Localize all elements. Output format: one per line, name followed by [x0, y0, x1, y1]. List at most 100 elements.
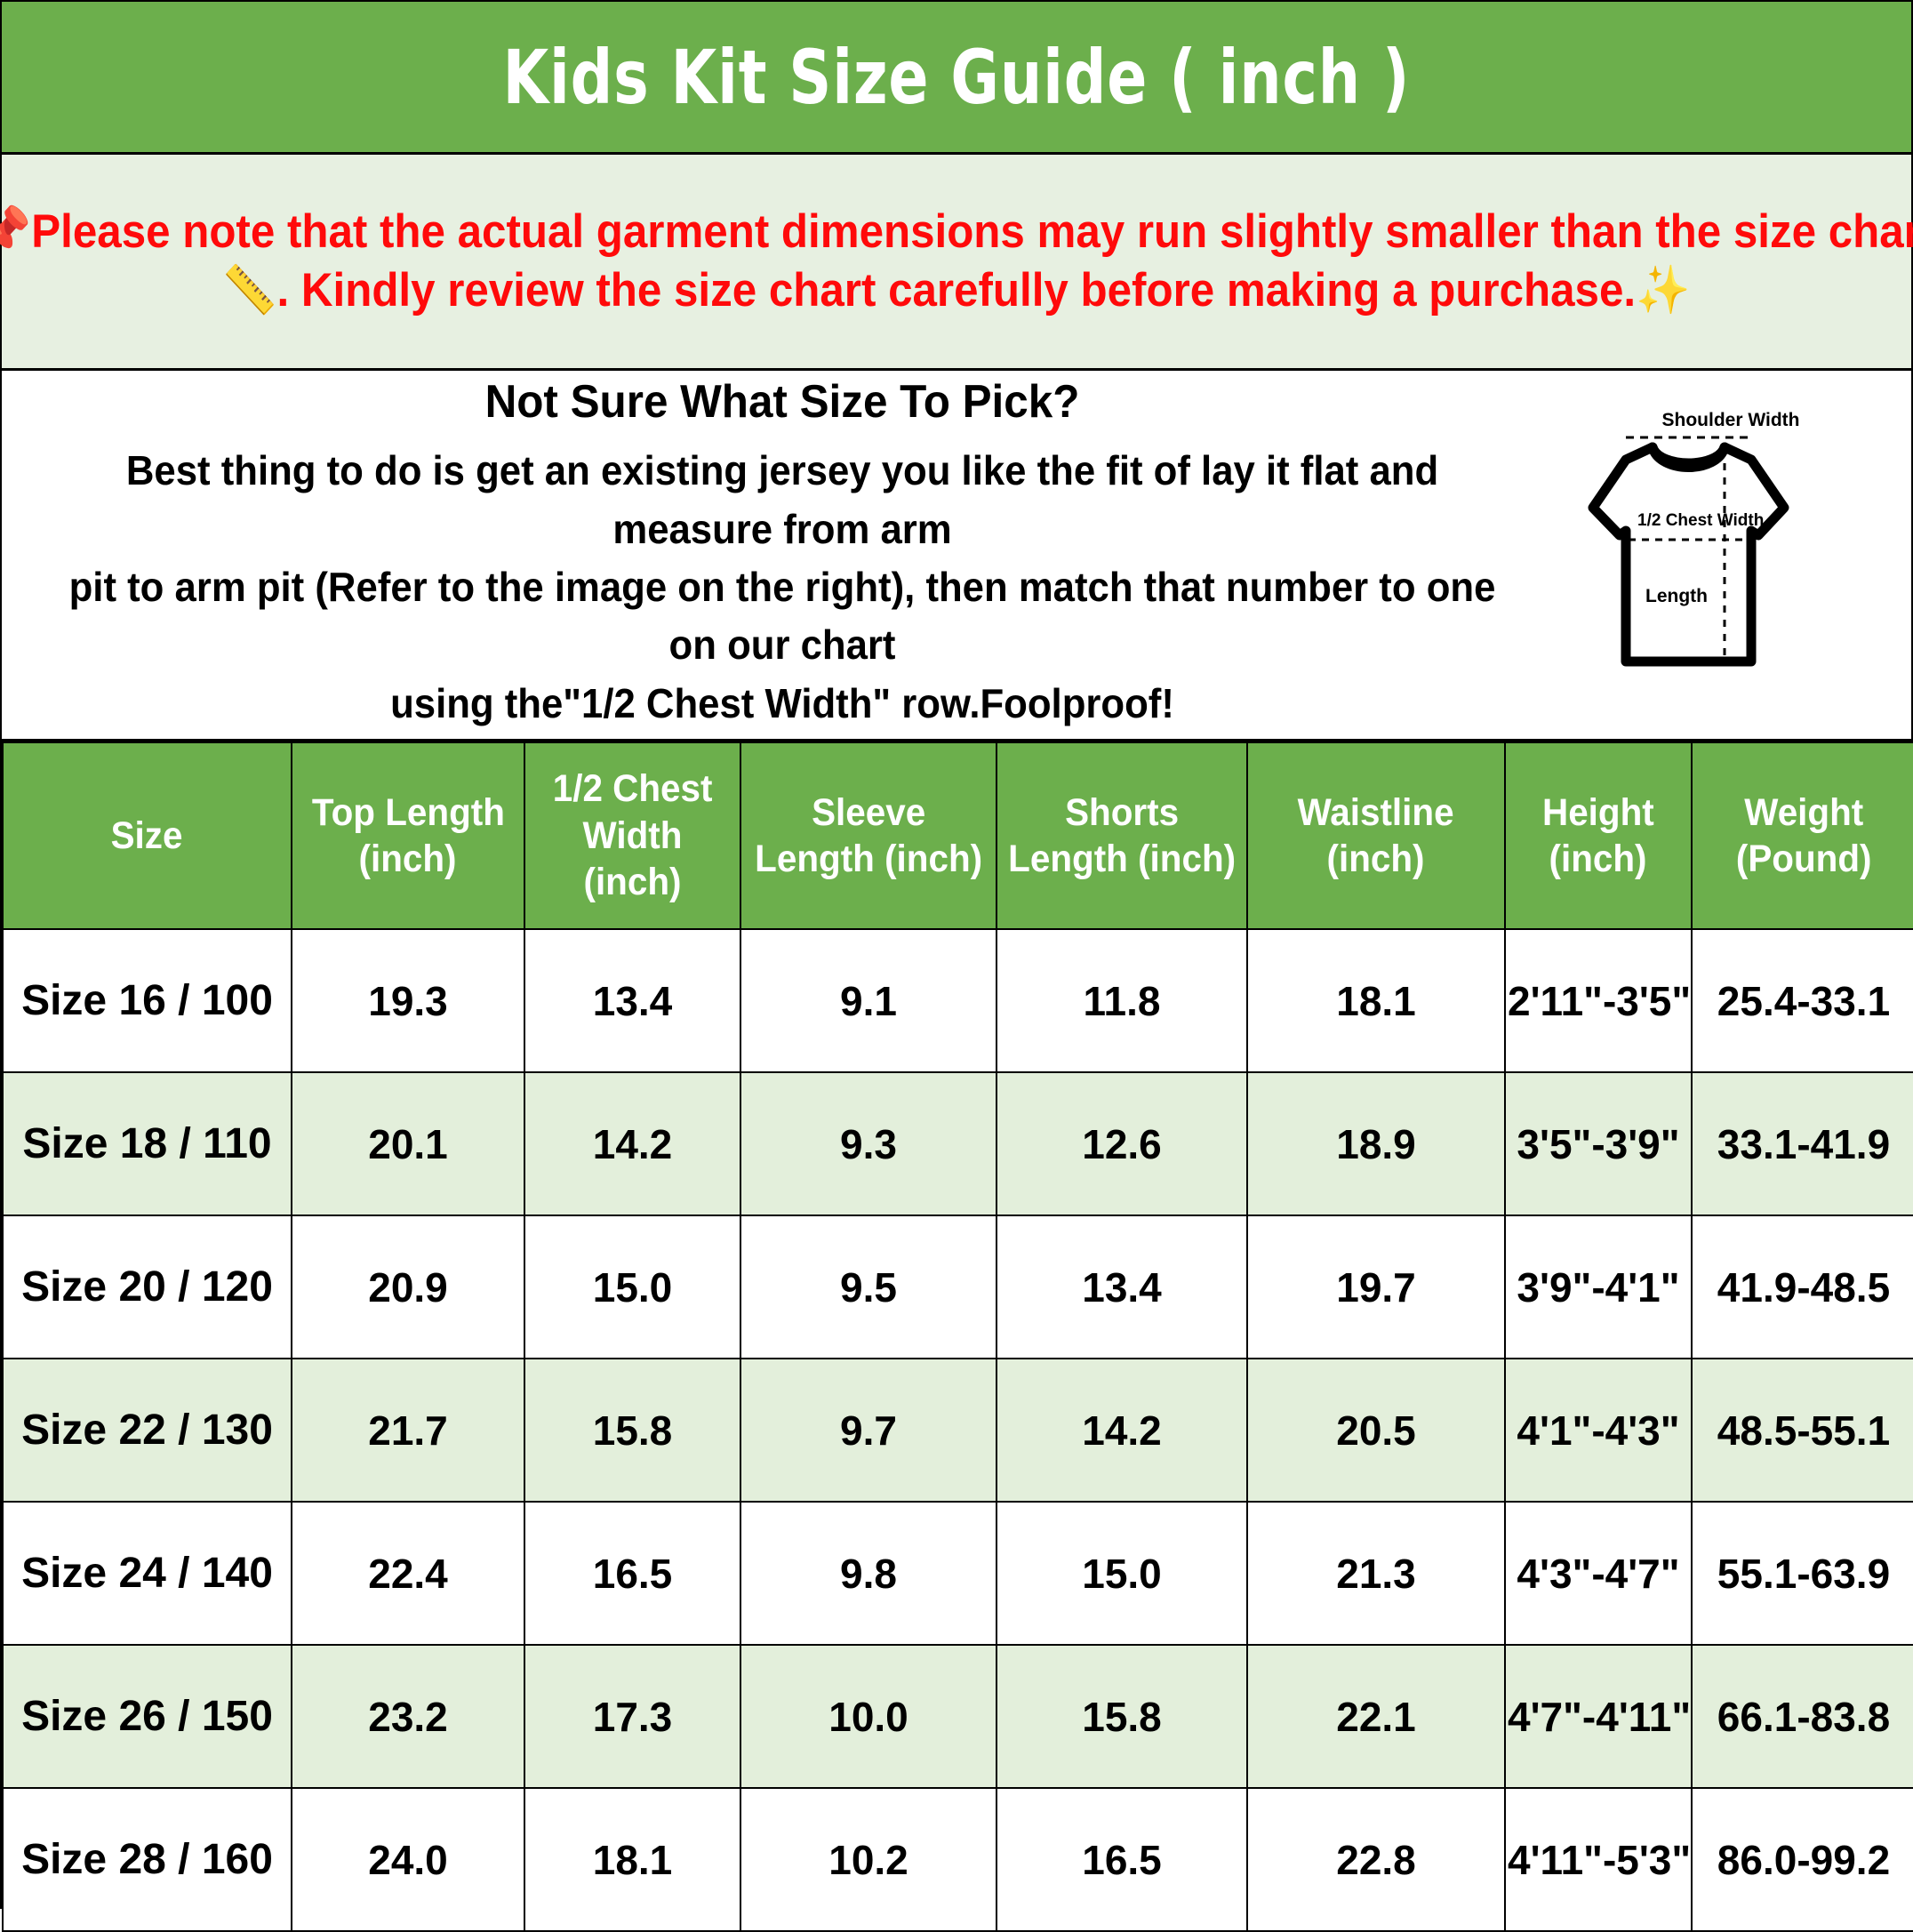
- column-header-waistline: Waistline (inch): [1246, 742, 1506, 930]
- tshirt-diagram: Shoulder Width 1/2 Chest Width Length: [1556, 371, 1911, 739]
- size-chart-table: Size Top Length (inch) 1/2 Chest Width (…: [2, 742, 1913, 1932]
- cell-size: Size 22 / 130: [2, 1358, 292, 1503]
- cell-height: 3'5"-3'9": [1504, 1071, 1693, 1216]
- tshirt-collar: [1647, 442, 1730, 472]
- notice-line-1: 📌Please note that the actual garment dim…: [0, 203, 1913, 261]
- cell-top-length: 20.9: [291, 1215, 525, 1359]
- cell-shorts-length: 14.2: [996, 1358, 1248, 1503]
- info-body-line-2: pit to arm pit (Refer to the image on th…: [68, 563, 1496, 669]
- column-header-waistline-line1: Waistline: [1298, 790, 1454, 834]
- title-banner: Kids Kit Size Guide ( inch ): [2, 2, 1911, 155]
- column-header-shorts-length: Shorts Length (inch): [996, 742, 1248, 930]
- cell-weight: 86.0-99.2: [1691, 1787, 1913, 1932]
- shoulder-width-label: Shoulder Width: [1662, 410, 1800, 430]
- cell-half-chest-width: 18.1: [524, 1787, 741, 1932]
- cell-height: 4'11"-5'3": [1504, 1787, 1693, 1932]
- info-text-block: Not Sure What Size To Pick? Best thing t…: [2, 376, 1556, 733]
- cell-top-length: 22.4: [291, 1501, 525, 1646]
- column-header-half-chest-width-line2: Width (inch): [582, 814, 683, 904]
- cell-waistline: 18.9: [1246, 1071, 1506, 1216]
- column-header-size-line1: Size: [111, 814, 183, 857]
- cell-height: 4'1"-4'3": [1504, 1358, 1693, 1503]
- notice-line-2: 📏. Kindly review the size chart carefull…: [222, 261, 1690, 320]
- info-section: Not Sure What Size To Pick? Best thing t…: [2, 371, 1911, 742]
- cell-shorts-length: 12.6: [996, 1071, 1248, 1216]
- column-header-sleeve-length: Sleeve Length (inch): [740, 742, 997, 930]
- column-header-sleeve-length-line1: Sleeve: [811, 790, 926, 834]
- column-header-top-length-line2: (inch): [358, 838, 458, 880]
- half-chest-width-label: 1/2 Chest Width: [1637, 511, 1764, 530]
- sparkles-icon: ✨: [1636, 263, 1691, 317]
- cell-shorts-length: 16.5: [996, 1787, 1248, 1932]
- cell-shorts-length: 15.8: [996, 1644, 1248, 1789]
- cell-top-length: 20.1: [291, 1071, 525, 1216]
- cell-size: Size 16 / 100: [2, 928, 292, 1073]
- pushpin-icon: 📌: [0, 204, 32, 259]
- column-header-height-line2: (inch): [1549, 838, 1648, 880]
- cell-half-chest-width: 13.4: [524, 928, 741, 1073]
- cell-half-chest-width: 16.5: [524, 1501, 741, 1646]
- cell-waistline: 21.3: [1246, 1501, 1506, 1646]
- cell-sleeve-length: 10.0: [740, 1644, 997, 1789]
- cell-size: Size 28 / 160: [2, 1787, 292, 1932]
- cell-half-chest-width: 17.3: [524, 1644, 741, 1789]
- cell-height: 4'7"-4'11": [1504, 1644, 1693, 1789]
- cell-height: 2'11"-3'5": [1504, 928, 1693, 1073]
- table-row: Size 20 / 120 20.9 15.0 9.5 13.4 19.7 3'…: [2, 1215, 1913, 1359]
- column-header-weight-line2: (Pound): [1735, 838, 1872, 880]
- cell-size: Size 20 / 120: [2, 1215, 292, 1359]
- cell-sleeve-length: 10.2: [740, 1787, 997, 1932]
- info-body-line-1: Best thing to do is get an existing jers…: [125, 447, 1439, 552]
- table-row: Size 26 / 150 23.2 17.3 10.0 15.8 22.1 4…: [2, 1644, 1913, 1789]
- cell-top-length: 21.7: [291, 1358, 525, 1503]
- cell-weight: 25.4-33.1: [1691, 928, 1913, 1073]
- info-heading: Not Sure What Size To Pick?: [484, 376, 1080, 429]
- column-header-shorts-length-line1: Shorts: [1064, 790, 1180, 834]
- length-label: Length: [1645, 586, 1708, 606]
- cell-half-chest-width: 15.0: [524, 1215, 741, 1359]
- column-header-weight-line1: Weight: [1744, 790, 1863, 834]
- cell-weight: 48.5-55.1: [1691, 1358, 1913, 1503]
- notice-band: 📌Please note that the actual garment dim…: [0, 155, 1913, 371]
- cell-shorts-length: 11.8: [996, 928, 1248, 1073]
- cell-top-length: 23.2: [291, 1644, 525, 1789]
- cell-top-length: 19.3: [291, 928, 525, 1073]
- ruler-icon: 📏: [222, 263, 277, 317]
- cell-waistline: 22.1: [1246, 1644, 1506, 1789]
- table-row: Size 24 / 140 22.4 16.5 9.8 15.0 21.3 4'…: [2, 1501, 1913, 1646]
- cell-sleeve-length: 9.3: [740, 1071, 997, 1216]
- column-header-sleeve-length-line2: Length (inch): [755, 838, 982, 880]
- page-title: Kids Kit Size Guide ( inch ): [502, 33, 1411, 121]
- cell-size: Size 26 / 150: [2, 1644, 292, 1789]
- column-header-shorts-length-line2: Length (inch): [1008, 838, 1236, 880]
- cell-sleeve-length: 9.7: [740, 1358, 997, 1503]
- notice-line-2-text: . Kindly review the size chart carefully…: [276, 264, 1637, 317]
- column-header-size: Size: [2, 742, 292, 930]
- column-header-top-length: Top Length (inch): [291, 742, 525, 930]
- table-body: Size 16 / 100 19.3 13.4 9.1 11.8 18.1 2'…: [2, 928, 1913, 1932]
- table-row: Size 16 / 100 19.3 13.4 9.1 11.8 18.1 2'…: [2, 928, 1913, 1073]
- cell-waistline: 20.5: [1246, 1358, 1506, 1503]
- cell-waistline: 19.7: [1246, 1215, 1506, 1359]
- cell-sleeve-length: 9.5: [740, 1215, 997, 1359]
- column-header-waistline-line2: (inch): [1326, 838, 1426, 880]
- cell-sleeve-length: 9.8: [740, 1501, 997, 1646]
- column-header-weight: Weight (Pound): [1691, 742, 1913, 930]
- column-header-half-chest-width: 1/2 Chest Width (inch): [524, 742, 741, 930]
- column-header-height-line1: Height: [1542, 790, 1654, 834]
- table-row: Size 18 / 110 20.1 14.2 9.3 12.6 18.9 3'…: [2, 1071, 1913, 1216]
- cell-waistline: 22.8: [1246, 1787, 1506, 1932]
- cell-size: Size 24 / 140: [2, 1501, 292, 1646]
- cell-size: Size 18 / 110: [2, 1071, 292, 1216]
- table-header-row: Size Top Length (inch) 1/2 Chest Width (…: [2, 742, 1913, 930]
- cell-half-chest-width: 14.2: [524, 1071, 741, 1216]
- notice-line-1-text: Please note that the actual garment dime…: [31, 204, 1913, 258]
- tshirt-measurement-svg: Shoulder Width 1/2 Chest Width Length: [1588, 410, 1800, 667]
- cell-height: 4'3"-4'7": [1504, 1501, 1693, 1646]
- cell-shorts-length: 13.4: [996, 1215, 1248, 1359]
- cell-half-chest-width: 15.8: [524, 1358, 741, 1503]
- column-header-half-chest-width-line1: 1/2 Chest: [552, 767, 713, 811]
- column-header-height: Height (inch): [1504, 742, 1693, 930]
- cell-weight: 41.9-48.5: [1691, 1215, 1913, 1359]
